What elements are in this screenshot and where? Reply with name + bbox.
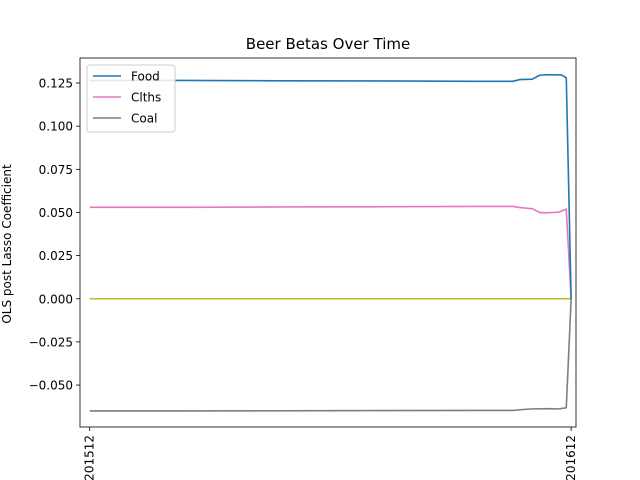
y-tick-label: 0.100 [39,120,73,134]
y-tick-label: −0.050 [29,379,73,393]
x-tick-label: 201612 [564,435,578,480]
y-axis-ticks: −0.050 −0.025 0.000 0.025 0.050 0.075 0.100 0.1… [29,77,80,393]
series-layer [89,73,572,412]
series-line-clths [89,205,572,299]
series-line-food [89,73,572,299]
y-tick-label: 0.050 [39,206,73,220]
y-tick-label: 0.000 [39,292,73,306]
legend-label-coal: Coal [131,112,157,126]
chart-title: Beer Betas Over Time [246,35,410,53]
x-tick-label: 201512 [83,435,97,480]
x-axis-ticks: 201512 201612 [83,427,578,480]
legend: Food Clths Coal [86,64,176,133]
y-tick-label: 0.075 [39,163,73,177]
legend-label-clths: Clths [131,91,161,105]
legend-box [86,64,176,133]
y-axis-label: OLS post Lasso Coefficient [0,164,14,324]
series-line-coal [89,298,572,412]
y-tick-label: 0.025 [39,249,73,263]
plot-frame [79,57,577,428]
y-tick-label: 0.125 [39,77,73,91]
legend-label-food: Food [131,70,160,84]
y-tick-label: −0.025 [29,335,73,349]
